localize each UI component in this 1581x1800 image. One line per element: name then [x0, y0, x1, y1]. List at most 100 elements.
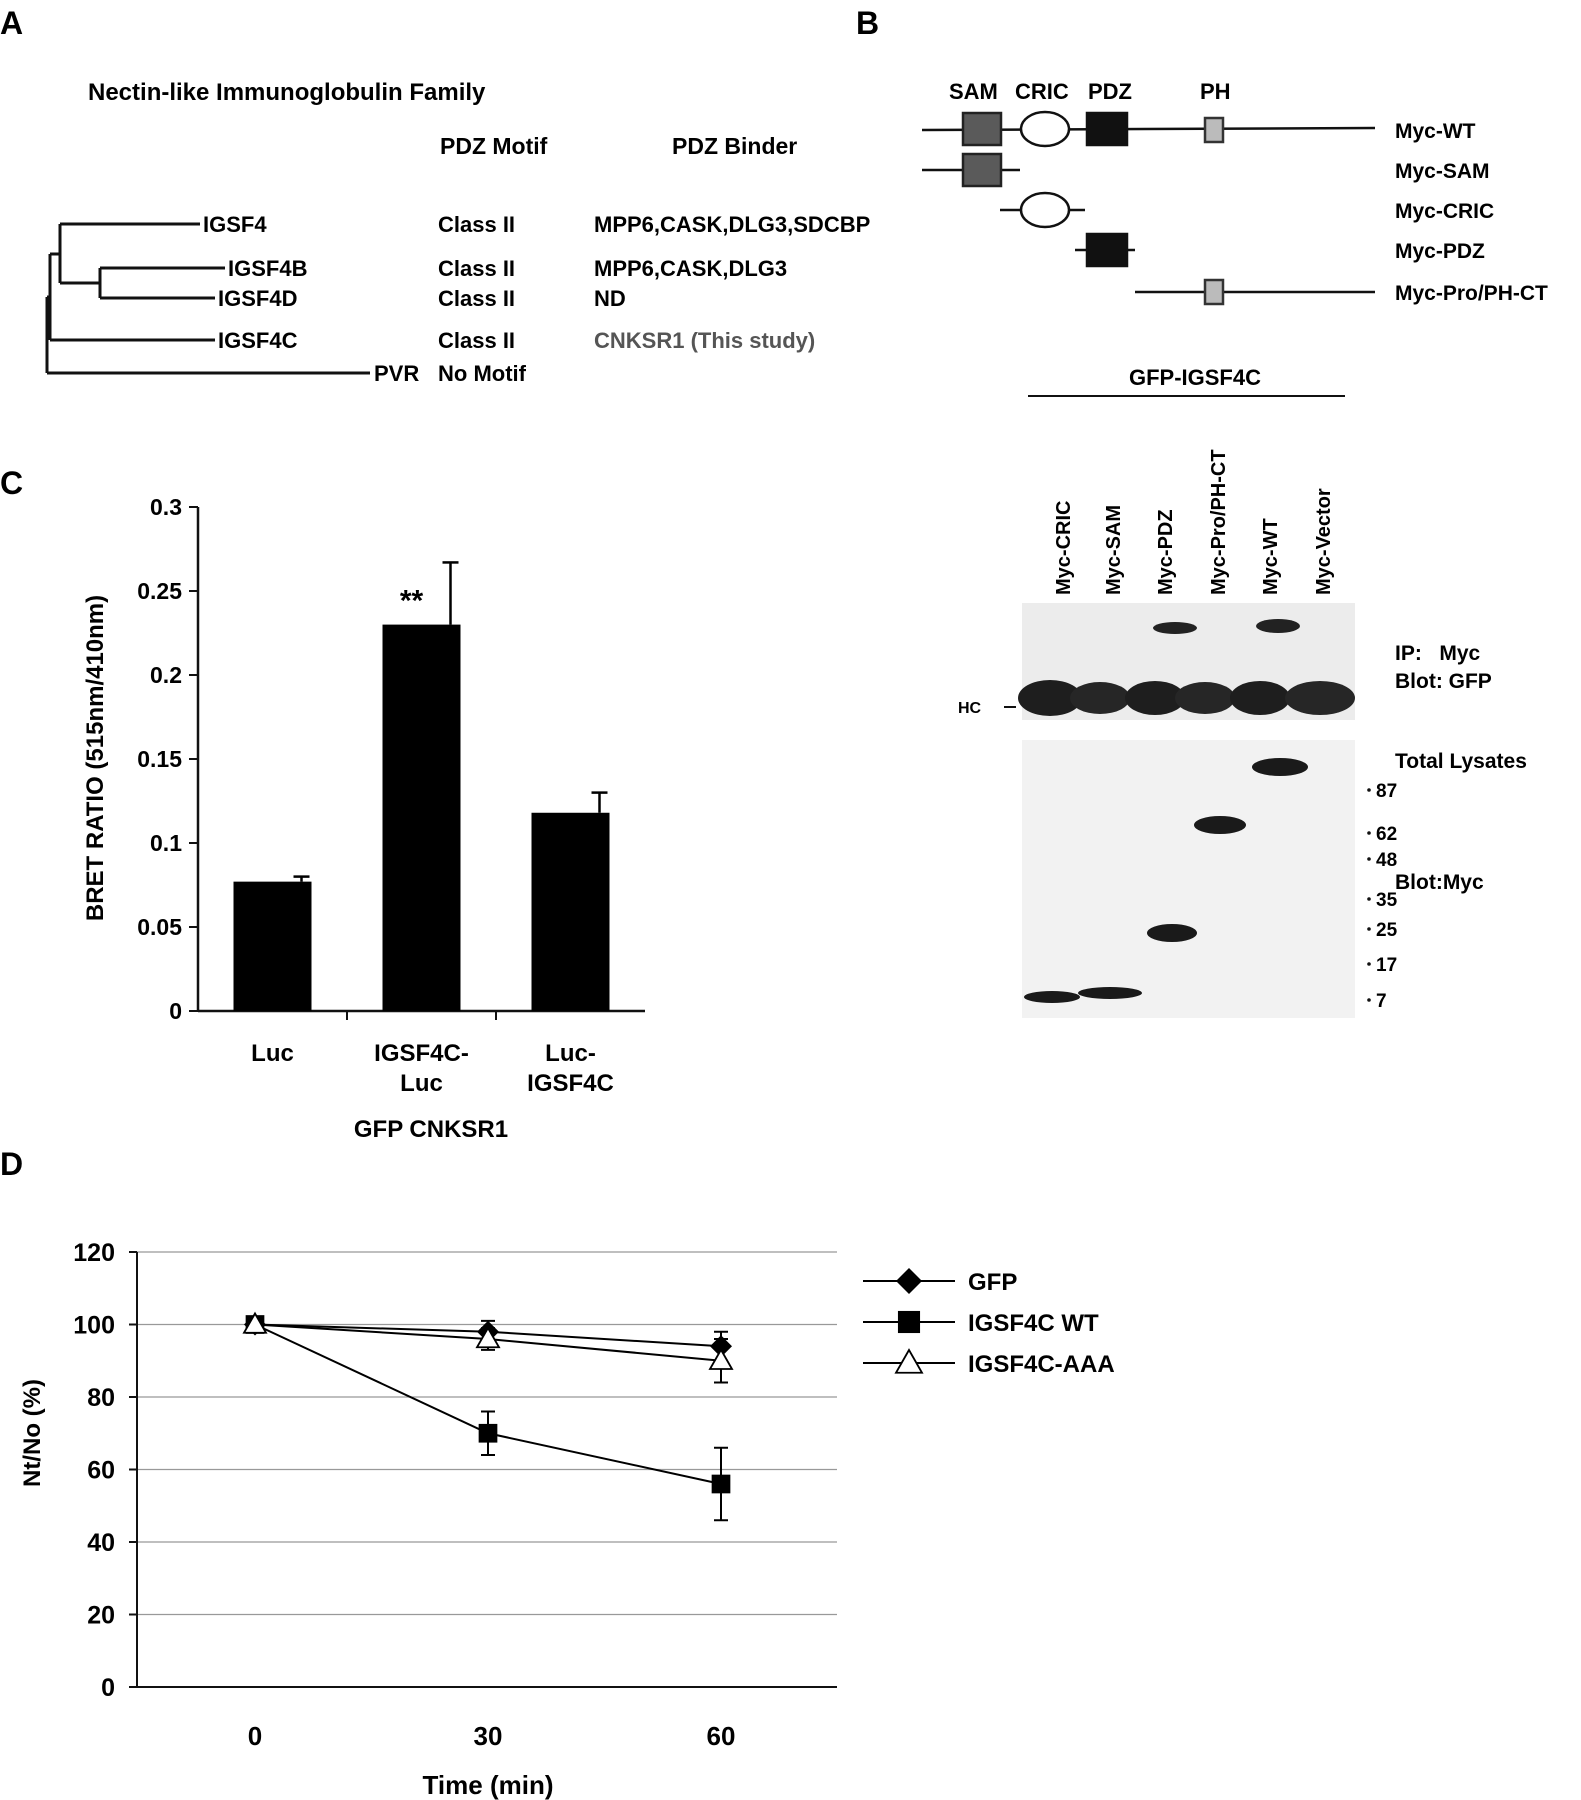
tree-label-igsf4c: IGSF4C [218, 328, 298, 353]
bar [531, 812, 610, 1011]
mw-marker: 48 [1376, 850, 1397, 871]
legend-label: GFP [968, 1269, 1017, 1296]
ip-label: IP: Myc [1395, 642, 1481, 665]
y-tick-label: 0.05 [137, 914, 182, 940]
construct-label-pro-ph-ct: Myc-Pro/PH-CT [1395, 282, 1548, 305]
domain-label-ph: PH [1200, 79, 1231, 104]
marker-square [897, 1310, 921, 1334]
marker-diamond [896, 1268, 922, 1294]
legend-label: IGSF4C WT [968, 1310, 1099, 1337]
bar [382, 624, 461, 1011]
y-tick-label: 0.25 [137, 578, 182, 604]
y-tick-label: 0.2 [150, 662, 182, 688]
mw-marker: 7 [1376, 991, 1387, 1012]
band-cric [1024, 991, 1080, 1003]
band-sam [1078, 987, 1142, 999]
x-tick-label-line: Luc [400, 1070, 443, 1097]
y-tick-label: 60 [87, 1457, 115, 1485]
y-tick-label: 0.3 [150, 494, 182, 520]
construct-label-cric: Myc-CRIC [1395, 200, 1494, 223]
bar-chart: 0 0.05 0.1 0.15 0.2 0.25 0.3 Luc IGSF4C- Luc Luc- I… [137, 494, 645, 1097]
binder-igsf4c: CNKSR1 (This study) [594, 328, 815, 353]
panel-a-title: Nectin-like Immunoglobulin Family [88, 79, 486, 106]
bar [233, 881, 312, 1011]
legend-label: IGSF4C-AAA [968, 1351, 1115, 1378]
band-pdz [1153, 622, 1197, 634]
lane-label: Myc-PDZ [1155, 509, 1177, 595]
gel-header: GFP-IGSF4C [1129, 365, 1261, 390]
lane-label: Myc-Pro/PH-CT [1208, 449, 1230, 595]
tree-label-igsf4b: IGSF4B [228, 256, 307, 281]
marker-square [478, 1423, 498, 1443]
construct-diagram [921, 110, 1376, 306]
marker-triangle [708, 1347, 734, 1370]
sam-domain [961, 111, 1003, 147]
band-wt [1256, 619, 1300, 633]
hc-label: HC [958, 700, 982, 717]
tree-label-igsf4: IGSF4 [203, 212, 267, 237]
construct-label-pdz: Myc-PDZ [1395, 240, 1485, 263]
domain-label-cric: CRIC [1015, 79, 1069, 104]
mw-marker: 87 [1376, 781, 1397, 802]
binder-igsf4: MPP6,CASK,DLG3,SDCBP [594, 212, 870, 237]
dendrogram [45, 222, 370, 375]
motif-pvr: No Motif [438, 361, 527, 386]
y-tick-label: 0.15 [137, 746, 182, 772]
panel-b-letter: B [856, 5, 879, 41]
y-tick-label: 20 [87, 1602, 115, 1630]
marker-square [711, 1474, 731, 1494]
panel-d-letter: D [0, 1146, 23, 1182]
mw-marker: 25 [1376, 920, 1398, 941]
motif-igsf4b: Class II [438, 256, 515, 281]
domain-label-sam: SAM [949, 79, 998, 104]
blot-myc-label: Blot:Myc [1395, 871, 1484, 894]
lysate-label: Total Lysates [1395, 750, 1527, 773]
y-tick-label: 0.1 [150, 830, 182, 856]
pdz-binder-header: PDZ Binder [672, 133, 797, 159]
panel-c-letter: C [0, 465, 23, 501]
x-tick-label-line: Luc [251, 1040, 294, 1067]
panel-c-xlabel: GFP CNKSR1 [354, 1116, 508, 1143]
motif-igsf4d: Class II [438, 286, 515, 311]
lane-labels: Myc-CRIC Myc-SAM Myc-PDZ Myc-Pro/PH-CT M… [1053, 449, 1335, 595]
panel-b: B SAM CRIC PDZ PH Myc-WT Myc-SAM Myc-CRI… [856, 5, 1548, 1018]
lane-label: Myc-Vector [1313, 488, 1335, 595]
binder-igsf4d: ND [594, 286, 626, 311]
legend: GFP IGSF4C WT IGSF4C-AAA [863, 1268, 1115, 1378]
ip-blot-label: Blot: GFP [1395, 670, 1492, 693]
x-tick-label-line: IGSF4C- [374, 1040, 469, 1067]
marker-diamond [710, 1335, 732, 1358]
panel-d-ylabel: Nt/No (%) [19, 1379, 46, 1487]
y-tick-label: 0 [169, 998, 182, 1024]
y-tick-label: 0 [101, 1674, 115, 1702]
binder-igsf4b: MPP6,CASK,DLG3 [594, 256, 787, 281]
significance-annotation: ** [400, 585, 424, 618]
x-tick-label-line: IGSF4C [527, 1070, 614, 1097]
x-tick-label: Luc- IGSF4C [527, 1040, 614, 1097]
x-tick-label: IGSF4C- Luc [374, 1040, 469, 1097]
mw-markers: 87 62 48 35 25 17 7 [1367, 781, 1398, 1012]
marker-triangle [475, 1326, 501, 1349]
panel-a: A Nectin-like Immunoglobulin Family PDZ … [0, 5, 870, 386]
band-wt-lys [1252, 758, 1308, 776]
x-tick-label-line: Luc- [545, 1040, 596, 1067]
construct-label-wt: Myc-WT [1395, 120, 1476, 143]
x-tick-label: 60 [707, 1721, 736, 1751]
x-tick-label: Luc [251, 1040, 294, 1067]
band-pro-ph-ct [1194, 816, 1246, 834]
y-tick-label: 120 [73, 1239, 115, 1267]
motif-igsf4: Class II [438, 212, 515, 237]
y-tick-label: 40 [87, 1529, 115, 1557]
x-tick-label: 30 [474, 1721, 503, 1751]
mw-marker: 62 [1376, 824, 1397, 845]
mw-marker: 17 [1376, 955, 1397, 976]
domain-label-pdz: PDZ [1088, 79, 1132, 104]
ph-domain [1203, 116, 1225, 144]
pdz-domain [1085, 111, 1129, 147]
panel-d-xlabel: Time (min) [423, 1770, 554, 1800]
marker-triangle [242, 1311, 268, 1334]
tree-label-pvr: PVR [374, 361, 419, 386]
panel-a-letter: A [0, 5, 23, 41]
x-tick-label: 0 [248, 1721, 262, 1751]
pdz-motif-header: PDZ Motif [440, 133, 548, 159]
